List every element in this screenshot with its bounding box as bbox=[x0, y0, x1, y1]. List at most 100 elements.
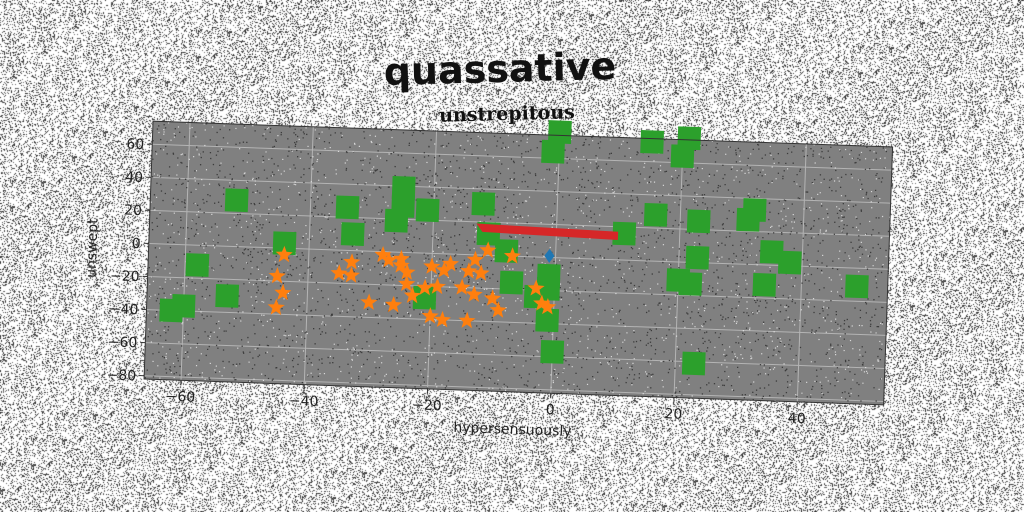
y-tick-label: 20 bbox=[124, 203, 142, 220]
y-tick-label: 0 bbox=[132, 236, 141, 252]
star-point bbox=[460, 262, 478, 279]
square-point bbox=[541, 139, 565, 164]
star-point bbox=[489, 301, 507, 318]
star-point bbox=[428, 277, 446, 295]
square-point bbox=[777, 250, 802, 275]
square-point bbox=[678, 272, 703, 296]
diamond-point bbox=[544, 248, 555, 263]
square-point bbox=[640, 130, 665, 154]
star-point bbox=[380, 251, 398, 268]
star-point bbox=[268, 267, 286, 284]
star-point bbox=[416, 278, 434, 296]
y-axis-label: unswept bbox=[84, 218, 102, 279]
grid-line-y bbox=[151, 176, 891, 204]
x-tick-label: −60 bbox=[165, 389, 195, 406]
y-tick-label: −40 bbox=[109, 301, 139, 318]
square-point bbox=[224, 188, 249, 213]
data-marks bbox=[159, 120, 869, 376]
star-point bbox=[360, 293, 378, 310]
y-tick-label: −60 bbox=[107, 334, 137, 351]
square-point bbox=[670, 144, 695, 169]
y-tick-label: −80 bbox=[106, 367, 136, 384]
square-point bbox=[215, 283, 240, 308]
star-point bbox=[441, 254, 460, 272]
square-point bbox=[612, 221, 637, 246]
star-point bbox=[275, 245, 293, 263]
square-point bbox=[844, 274, 869, 299]
star-point bbox=[343, 253, 361, 270]
star-point bbox=[479, 241, 497, 258]
square-point bbox=[391, 175, 416, 200]
grid-line-x bbox=[796, 143, 807, 402]
star-point bbox=[483, 289, 502, 307]
x-tick-label: 20 bbox=[664, 406, 682, 423]
star-point bbox=[433, 310, 451, 328]
square-point bbox=[171, 294, 196, 318]
x-tick-label: 40 bbox=[788, 411, 806, 428]
star-point bbox=[421, 307, 439, 324]
star-point bbox=[435, 261, 453, 278]
grid-line-y bbox=[145, 342, 885, 369]
x-tick-label: −20 bbox=[412, 397, 442, 414]
star-point bbox=[374, 245, 392, 263]
plot-frame bbox=[143, 120, 894, 406]
square-point bbox=[471, 191, 496, 216]
square-point bbox=[685, 245, 710, 270]
grid-line-x bbox=[303, 126, 314, 385]
star-point bbox=[398, 263, 416, 280]
star-point bbox=[458, 311, 476, 329]
star-point bbox=[472, 264, 490, 281]
star-point bbox=[274, 283, 292, 301]
y-tick-label: −20 bbox=[110, 268, 140, 285]
square-point bbox=[759, 240, 784, 264]
grid-line-y bbox=[148, 242, 889, 270]
grid-line-x bbox=[180, 122, 191, 381]
star-point bbox=[403, 286, 421, 304]
plot-group: −60 −40 −20 0 20 40 −80 −60 −40 −20 0 20 40 60 hypers… bbox=[84, 120, 894, 440]
star-point bbox=[342, 266, 360, 283]
square-point bbox=[677, 126, 702, 151]
square-point bbox=[415, 198, 440, 223]
square-point bbox=[643, 202, 668, 227]
y-tick-label: 60 bbox=[126, 136, 144, 153]
star-point bbox=[423, 257, 441, 275]
square-point bbox=[752, 272, 777, 297]
square-point bbox=[681, 351, 706, 376]
x-tick-label: −40 bbox=[289, 393, 319, 410]
star-point bbox=[392, 256, 410, 273]
square-point bbox=[340, 222, 365, 246]
grid-line-x bbox=[673, 139, 684, 398]
square-point bbox=[540, 340, 565, 364]
y-tick-label: 40 bbox=[125, 169, 143, 186]
star-point bbox=[398, 274, 416, 292]
star-point bbox=[539, 298, 557, 315]
star-point bbox=[453, 278, 471, 295]
triangle-mark bbox=[476, 223, 619, 240]
square-point bbox=[272, 231, 297, 256]
square-point bbox=[412, 285, 437, 310]
chart-suptitle: quassative bbox=[383, 44, 617, 94]
square-point bbox=[548, 120, 572, 144]
square-point bbox=[384, 208, 409, 233]
star-point bbox=[384, 295, 403, 313]
star-point bbox=[533, 294, 551, 312]
plot-area bbox=[144, 121, 893, 405]
square-point bbox=[335, 195, 360, 220]
grid-line-y bbox=[144, 375, 884, 403]
star-point bbox=[465, 285, 483, 303]
tick-labels: −60 −40 −20 0 20 40 −80 −60 −40 −20 0 20 40 60 bbox=[106, 136, 806, 428]
square-point bbox=[535, 308, 560, 333]
x-axis-label: hypersensuously bbox=[453, 420, 572, 440]
square-point bbox=[742, 198, 767, 222]
star-point bbox=[503, 247, 522, 264]
x-tick-label: 0 bbox=[545, 402, 554, 418]
star-point bbox=[466, 250, 484, 268]
grid-line-y bbox=[149, 209, 890, 237]
grid-line-y bbox=[146, 309, 887, 336]
square-point bbox=[686, 209, 711, 234]
star-point bbox=[527, 279, 545, 296]
star-point bbox=[267, 298, 285, 315]
square-point bbox=[499, 270, 524, 295]
star-point bbox=[330, 264, 348, 281]
